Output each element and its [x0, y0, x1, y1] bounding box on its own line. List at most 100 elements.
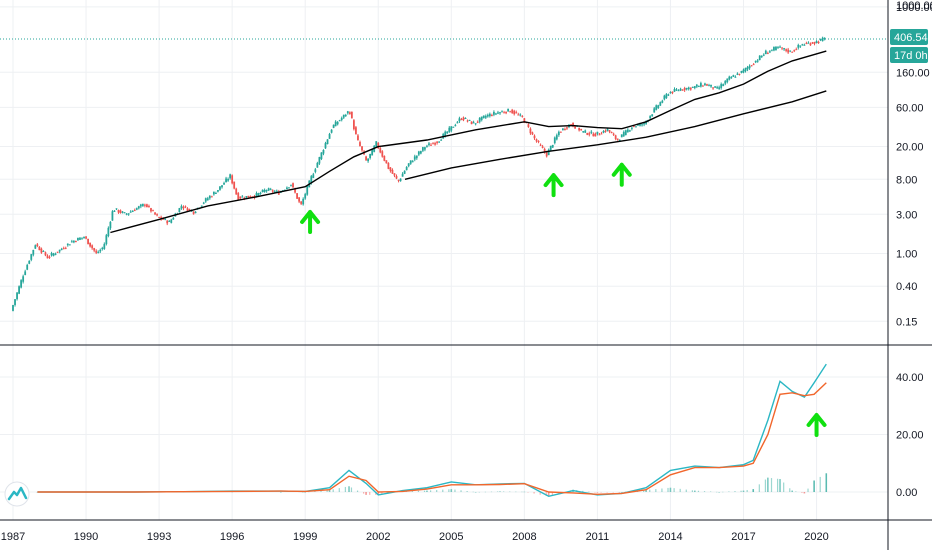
candle-body — [553, 137, 556, 144]
candle-body — [54, 253, 57, 255]
candle-body — [172, 217, 175, 220]
histogram-bar — [474, 492, 477, 493]
candle-body — [44, 252, 47, 256]
candle-body — [657, 105, 660, 109]
candle-body — [697, 86, 700, 88]
candle-body — [385, 160, 388, 164]
candle-body — [320, 152, 323, 159]
candle-body — [523, 118, 526, 123]
candle-body — [336, 122, 339, 125]
candle-body — [357, 135, 359, 141]
histogram-bar — [679, 488, 681, 492]
candle-body — [277, 191, 280, 195]
candle-body — [450, 126, 453, 131]
candle-body — [387, 162, 390, 169]
candle-body — [170, 219, 173, 223]
candle-body — [168, 220, 171, 222]
candle-body — [143, 204, 146, 206]
histogram-bar — [600, 492, 602, 493]
candle-body — [724, 81, 727, 84]
candle-body — [399, 178, 402, 182]
price-annotations — [300, 162, 632, 234]
y-axis-ticks[interactable]: 1000.00 160.00 60.00 20.00 8.00 3.00 1.00 0.40 0… — [896, 0, 932, 499]
candle-body — [791, 51, 794, 53]
histogram-bar — [450, 489, 453, 492]
histogram-bar — [643, 490, 645, 492]
candle-body — [91, 245, 94, 249]
candle-body — [316, 162, 319, 168]
candle-body — [350, 111, 353, 119]
candle-body — [570, 124, 572, 126]
candle-body — [269, 189, 272, 191]
candle-body — [633, 126, 635, 128]
candle-body — [722, 84, 725, 87]
histogram-bar — [691, 490, 693, 492]
candle-body — [480, 116, 483, 120]
candle-body — [115, 208, 118, 210]
histogram-bar — [813, 480, 815, 492]
candle-body — [164, 218, 167, 220]
histogram-bar — [801, 492, 803, 493]
candle-body — [107, 227, 110, 236]
candle-body — [111, 211, 114, 221]
histogram-bar — [515, 491, 517, 493]
candle-body — [562, 128, 564, 131]
candle-body — [312, 174, 315, 178]
candle-body — [482, 115, 485, 119]
histogram-bar — [655, 489, 657, 492]
candle-body — [478, 117, 481, 122]
candle-body — [119, 210, 122, 213]
candle-body — [83, 236, 85, 238]
candle-body — [557, 131, 560, 136]
candle-body — [527, 124, 530, 127]
candle-body — [452, 126, 455, 128]
candle-body — [306, 186, 309, 195]
candle-body — [708, 85, 710, 87]
candle-body — [367, 158, 370, 162]
candle-body — [555, 135, 558, 140]
histogram-bar — [728, 491, 730, 492]
histogram-bar — [539, 492, 541, 495]
candle-body — [752, 64, 755, 66]
candle-body — [714, 86, 716, 88]
candle-body — [275, 190, 278, 192]
candle-body — [397, 179, 400, 181]
candle-body — [653, 108, 656, 113]
y-tick-label: 0.00 — [896, 487, 917, 499]
candle-body — [58, 249, 61, 252]
x-axis-ticks[interactable]: 1987 1990 1993 1996 1999 2002 2005 2008 2011 2014… — [1, 531, 829, 543]
candle-body — [592, 133, 595, 137]
histogram-bar — [509, 491, 511, 493]
candle-body — [661, 100, 664, 103]
candle-body — [440, 139, 443, 141]
histogram-bar — [716, 491, 718, 493]
candle-body — [346, 111, 349, 114]
candle-body — [679, 88, 682, 91]
x-tick-label: 1999 — [293, 531, 317, 543]
candle-body — [815, 41, 818, 44]
candle-body — [470, 121, 473, 125]
histogram-bar — [448, 489, 450, 492]
candle-body — [436, 141, 438, 143]
candle-body — [462, 117, 465, 121]
y-tick-label: 1.00 — [896, 249, 917, 261]
candle-body — [795, 49, 798, 51]
candle-body — [793, 50, 796, 52]
candle-body — [630, 127, 633, 129]
candle-body — [217, 189, 219, 192]
histogram-bar — [764, 479, 767, 492]
candle-body — [614, 135, 617, 139]
histogram-bar — [618, 492, 620, 493]
histogram-bar — [426, 490, 428, 492]
candle-body — [241, 196, 244, 198]
candle-body — [535, 139, 538, 142]
candle-body — [424, 147, 426, 150]
candle-body — [16, 292, 18, 300]
candle-body — [813, 42, 816, 44]
last-price-badge — [890, 29, 928, 45]
candle-body — [344, 114, 347, 116]
candle-body — [490, 115, 493, 117]
tradingview-logo-icon[interactable] — [4, 481, 30, 507]
candle-body — [541, 146, 544, 148]
y-tick-label: 0.40 — [896, 281, 917, 293]
